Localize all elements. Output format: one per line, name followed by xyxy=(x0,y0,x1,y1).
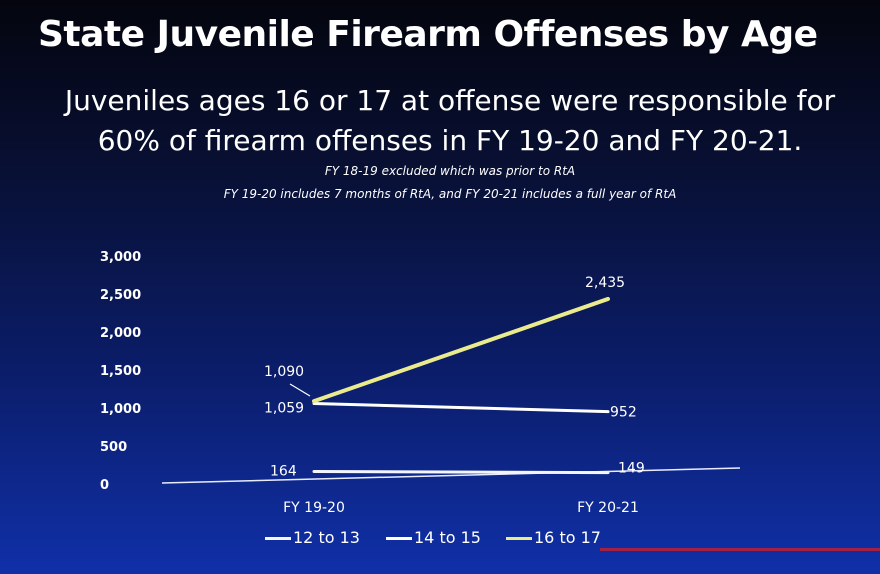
legend-item-14-to-15: 14 to 15 xyxy=(386,528,481,547)
y-tick-label: 3,000 xyxy=(100,250,141,265)
data-label-layer: 164 149 1,059 952 1,090 2,435 xyxy=(264,275,645,480)
legend-swatch-14-to-15 xyxy=(386,537,412,540)
x-tick-label: FY 20-21 xyxy=(577,500,639,516)
data-label: 1,090 xyxy=(264,364,304,380)
decorative-red-band xyxy=(600,548,880,551)
legend-swatch-12-to-13 xyxy=(265,537,291,540)
data-label: 1,059 xyxy=(264,401,304,417)
y-tick-label: 2,000 xyxy=(100,326,141,341)
series-line-16-to-17 xyxy=(312,296,610,404)
y-tick-label: 0 xyxy=(100,478,109,493)
x-axis: FY 19-20 FY 20-21 xyxy=(161,467,741,516)
subtitle-line-1: Juveniles ages 16 or 17 at offense were … xyxy=(64,84,836,117)
data-label: 164 xyxy=(270,464,297,480)
x-axis-baseline xyxy=(161,467,741,484)
series-layer xyxy=(312,296,610,475)
legend-item-16-to-17: 16 to 17 xyxy=(506,528,601,547)
y-tick-label: 1,000 xyxy=(100,402,141,417)
legend-label-12-to-13: 12 to 13 xyxy=(293,528,360,547)
series-line-14-to-15 xyxy=(312,402,610,414)
y-tick-label: 2,500 xyxy=(100,288,141,303)
y-axis: 0 500 1,000 1,500 2,000 2,500 3,000 xyxy=(100,250,141,493)
legend-item-12-to-13: 12 to 13 xyxy=(265,528,360,547)
legend-label-16-to-17: 16 to 17 xyxy=(534,528,601,547)
page-title: State Juvenile Firearm Offenses by Age xyxy=(38,14,818,55)
footnote-line-2: FY 19-20 includes 7 months of RtA, and F… xyxy=(223,187,677,201)
y-tick-label: 1,500 xyxy=(100,364,141,379)
series-line-12-to-13 xyxy=(312,470,610,475)
y-tick-label: 500 xyxy=(100,440,127,455)
legend-swatch-16-to-17 xyxy=(506,537,532,540)
footnote-line-1: FY 18-19 excluded which was prior to RtA xyxy=(324,164,576,178)
legend-label-14-to-15: 14 to 15 xyxy=(414,528,481,547)
subtitle-line-2: 60% of firearm offenses in FY 19-20 and … xyxy=(97,124,803,157)
data-label: 2,435 xyxy=(585,275,625,291)
x-tick-label: FY 19-20 xyxy=(283,500,345,516)
data-label: 149 xyxy=(618,461,645,477)
data-label: 952 xyxy=(610,405,637,421)
leader-line xyxy=(289,383,311,397)
